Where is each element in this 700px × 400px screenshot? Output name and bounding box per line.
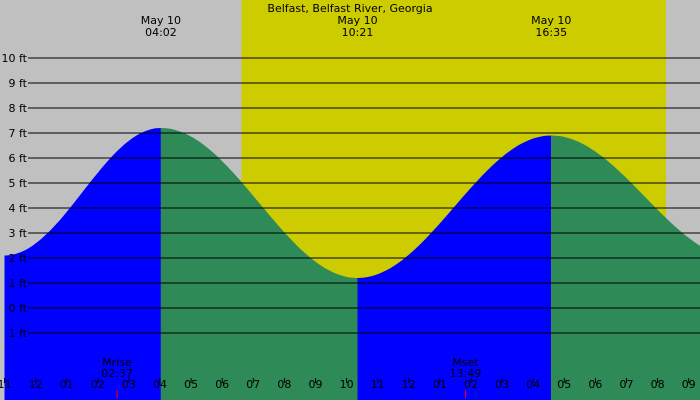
x-tick-label: 12 <box>402 378 416 391</box>
x-tick-label: 11 <box>0 378 12 391</box>
x-tick-label: 05 <box>557 378 571 391</box>
moon-event-time: 02:37 <box>101 367 133 380</box>
x-tick-label: 11 <box>371 378 385 391</box>
chart-title: Belfast, Belfast River, Georgia <box>267 2 432 15</box>
x-tick-label: 03 <box>495 378 509 391</box>
x-tick-label: 02 <box>464 378 478 391</box>
moon-event-time: 13:49 <box>450 367 482 380</box>
falling-tide-area <box>160 128 358 400</box>
x-tick-label: 05 <box>184 378 198 391</box>
x-tick-label: 10 <box>340 378 354 391</box>
y-tick-label: 0 ft <box>9 302 28 315</box>
x-tick-label: 09 <box>309 378 323 391</box>
y-tick-label: 4 ft <box>9 202 28 215</box>
x-tick-label: 03 <box>122 378 136 391</box>
rising-tide-area <box>4 128 161 400</box>
gridlines <box>28 57 700 334</box>
moon-event-label: Mrise <box>102 356 132 369</box>
x-tick-label: 08 <box>651 378 665 391</box>
x-tick-label: 08 <box>277 378 291 391</box>
y-tick-label: 9 ft <box>9 77 28 90</box>
x-tick-label: 12 <box>29 378 43 391</box>
x-tick-label: 01 <box>60 378 74 391</box>
y-tick-label: 1 ft <box>9 277 28 290</box>
x-tick-label: 06 <box>215 378 229 391</box>
y-tick-label: 7 ft <box>9 127 28 140</box>
y-tick-label: 10 ft <box>2 52 28 65</box>
extreme-date-label: May 10 <box>141 14 181 27</box>
y-tick-label: 1 ft <box>9 327 28 340</box>
y-tick-label: 6 ft <box>9 152 28 165</box>
y-tick-label: 3 ft <box>9 227 28 240</box>
x-tick-label: 02 <box>91 378 105 391</box>
x-tick-label: 07 <box>246 378 260 391</box>
y-tick-label: 2 ft <box>9 252 28 265</box>
tide-areas <box>4 128 700 400</box>
x-axis-labels: 11 12 01 02 03 04 05 06 07 08 09 10 11 12 01 02 03 04 05 06… <box>0 378 696 391</box>
extreme-time-label: 16:35 <box>535 26 567 39</box>
x-tick-label: 09 <box>682 378 696 391</box>
y-tick-label: 8 ft <box>9 102 28 115</box>
y-axis-labels: 10 ft 9 ft 8 ft 7 ft 6 ft 5 ft 4 ft 3 ft 2 ft 1 f… <box>2 52 28 340</box>
x-tick-label: 01 <box>433 378 447 391</box>
extreme-time-label: 10:21 <box>342 26 374 39</box>
moon-event-label: Mset <box>452 356 479 369</box>
x-tick-label: 04 <box>526 378 540 391</box>
extreme-date-label: May 10 <box>337 14 377 27</box>
y-tick-label: 5 ft <box>9 177 28 190</box>
falling-tide-area <box>551 135 700 400</box>
extreme-date-label: May 10 <box>531 14 571 27</box>
x-tick-label: 07 <box>620 378 634 391</box>
x-tick-label: 04 <box>153 378 167 391</box>
rising-tide-area <box>357 135 552 400</box>
x-tick-label: 06 <box>588 378 602 391</box>
extreme-time-label: 04:02 <box>145 26 177 39</box>
